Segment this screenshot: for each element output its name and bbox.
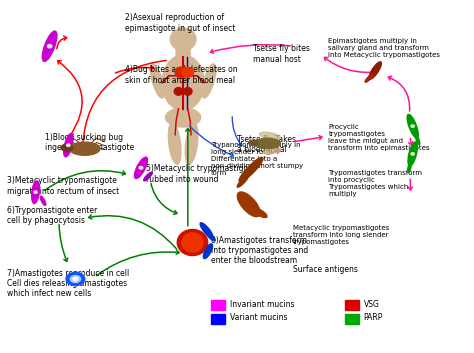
Ellipse shape — [182, 233, 203, 252]
Text: Variant mucins: Variant mucins — [230, 313, 287, 322]
FancyBboxPatch shape — [176, 47, 190, 57]
FancyBboxPatch shape — [211, 314, 225, 324]
Ellipse shape — [415, 134, 420, 145]
Ellipse shape — [40, 196, 46, 205]
Ellipse shape — [162, 55, 204, 110]
Ellipse shape — [411, 125, 414, 127]
Ellipse shape — [34, 191, 37, 193]
Ellipse shape — [202, 64, 216, 98]
Ellipse shape — [175, 67, 188, 77]
Ellipse shape — [165, 108, 201, 127]
Ellipse shape — [67, 144, 70, 146]
Ellipse shape — [249, 140, 258, 145]
Ellipse shape — [239, 157, 263, 182]
Ellipse shape — [139, 166, 143, 169]
Ellipse shape — [70, 276, 81, 282]
Text: 5)Metacyclic trypomastigote
rubbed into wound: 5)Metacyclic trypomastigote rubbed into … — [146, 164, 255, 184]
Text: Epimastigotes multiply in
salivary gland and transform
into Metacyclic trypomast: Epimastigotes multiply in salivary gland… — [328, 37, 440, 58]
Ellipse shape — [150, 64, 164, 98]
Ellipse shape — [237, 176, 248, 187]
Ellipse shape — [47, 44, 52, 48]
Ellipse shape — [185, 123, 198, 164]
Text: 8)Amastigotes transform
into trypomastigotes and
enter the bloodstream: 8)Amastigotes transform into trypomastig… — [211, 235, 309, 265]
Ellipse shape — [207, 234, 215, 241]
Text: 7)Amastigotes reproduce in cell
Cell dies releasing amastigotes
which infect new: 7)Amastigotes reproduce in cell Cell die… — [8, 269, 130, 298]
FancyBboxPatch shape — [345, 300, 359, 310]
Text: Trypomastigotes transform
into procyclic
Trypomastigotes which
multiply: Trypomastigotes transform into procyclic… — [328, 169, 422, 197]
Ellipse shape — [260, 132, 280, 139]
Text: Invariant mucins: Invariant mucins — [230, 299, 294, 309]
Ellipse shape — [66, 273, 85, 286]
Ellipse shape — [407, 114, 418, 138]
Text: Tsetse fly Takes
a blood meal: Tsetse fly Takes a blood meal — [237, 135, 296, 154]
Text: 4)Bug bites and defecates on
skin of host after blood meal: 4)Bug bites and defecates on skin of hos… — [125, 65, 237, 85]
Ellipse shape — [237, 192, 260, 217]
Ellipse shape — [369, 62, 382, 79]
Ellipse shape — [32, 181, 39, 203]
Ellipse shape — [200, 223, 213, 238]
Ellipse shape — [408, 162, 411, 173]
Ellipse shape — [203, 244, 212, 259]
Text: 1)Blood sucking bug
ingests trypomastigote: 1)Blood sucking bug ingests trypomastigo… — [45, 133, 134, 152]
Text: VSG: VSG — [364, 299, 379, 309]
Ellipse shape — [64, 134, 73, 157]
Ellipse shape — [177, 229, 208, 256]
Text: Surface antigens: Surface antigens — [293, 265, 358, 274]
Ellipse shape — [61, 144, 73, 151]
Ellipse shape — [174, 88, 182, 95]
Text: 3)Metacyclic trypomastigote
migrate into rectum of insect: 3)Metacyclic trypomastigote migrate into… — [8, 176, 120, 196]
Ellipse shape — [255, 138, 280, 149]
Ellipse shape — [365, 74, 373, 82]
Text: Procyclic
trypomastigotes
leave the midgut and
transform into epimastigotes: Procyclic trypomastigotes leave the midg… — [328, 124, 430, 151]
Text: 6)Trypomastigote enter
cell by phagocytosis: 6)Trypomastigote enter cell by phagocyto… — [8, 206, 98, 226]
Text: PARP: PARP — [364, 313, 383, 322]
Ellipse shape — [135, 157, 147, 179]
Ellipse shape — [168, 123, 181, 164]
Ellipse shape — [263, 148, 281, 154]
Ellipse shape — [408, 142, 417, 166]
FancyBboxPatch shape — [211, 300, 225, 310]
Ellipse shape — [170, 28, 196, 50]
Text: Metacyclic trypomastigotes
transform into long slender
trypomastigotes: Metacyclic trypomastigotes transform int… — [293, 225, 390, 245]
Text: Tsetse fly bites
manual host: Tsetse fly bites manual host — [254, 44, 310, 64]
Text: Trypanosomes multiply in
long slender form
Differentiate into a
non-dividing sho: Trypanosomes multiply in long slender fo… — [211, 142, 303, 176]
FancyBboxPatch shape — [345, 314, 359, 324]
Ellipse shape — [252, 208, 267, 217]
Ellipse shape — [70, 142, 100, 155]
Ellipse shape — [183, 88, 192, 95]
Ellipse shape — [411, 153, 414, 155]
Ellipse shape — [73, 277, 78, 281]
Text: 2)Asexual reproduction of
epimastigote in gut of insect: 2)Asexual reproduction of epimastigote i… — [125, 13, 235, 32]
Ellipse shape — [182, 67, 194, 77]
Ellipse shape — [42, 31, 57, 61]
Ellipse shape — [144, 172, 152, 181]
